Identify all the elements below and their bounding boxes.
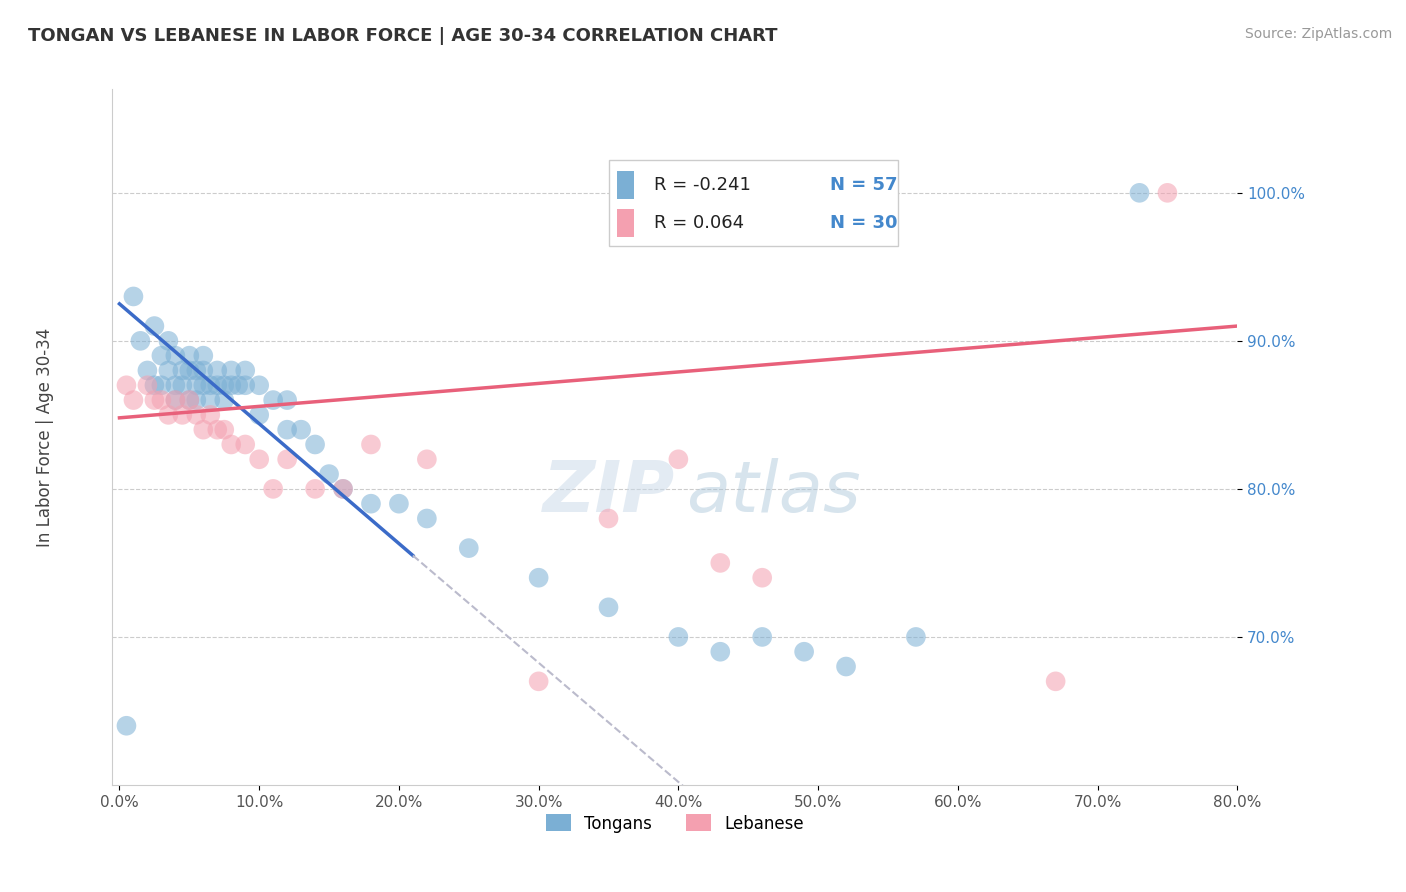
Point	[304, 437, 326, 451]
Point	[709, 645, 731, 659]
Point	[233, 437, 256, 451]
Point	[157, 334, 180, 348]
Point	[179, 393, 201, 408]
Point	[157, 408, 180, 422]
Point	[165, 393, 187, 408]
Point	[172, 408, 194, 422]
Point	[115, 719, 138, 733]
Point	[709, 556, 731, 570]
Point	[150, 393, 173, 408]
Point	[219, 437, 242, 451]
Point	[304, 482, 326, 496]
Point	[172, 363, 194, 377]
Text: TONGAN VS LEBANESE IN LABOR FORCE | AGE 30-34 CORRELATION CHART: TONGAN VS LEBANESE IN LABOR FORCE | AGE …	[28, 27, 778, 45]
Point	[835, 659, 858, 673]
Text: Source: ZipAtlas.com: Source: ZipAtlas.com	[1244, 27, 1392, 41]
Point	[136, 378, 159, 392]
Point	[165, 378, 187, 392]
Text: In Labor Force | Age 30-34: In Labor Force | Age 30-34	[37, 327, 53, 547]
Point	[115, 378, 138, 392]
Point	[219, 363, 242, 377]
Point	[200, 393, 222, 408]
Point	[186, 393, 208, 408]
Point	[150, 378, 173, 392]
Point	[457, 541, 479, 555]
Point	[416, 452, 439, 467]
Point	[179, 363, 201, 377]
Point	[193, 349, 215, 363]
Text: ZIP: ZIP	[543, 458, 675, 527]
Point	[247, 408, 270, 422]
Point	[233, 378, 256, 392]
Point	[416, 511, 439, 525]
Point	[360, 497, 382, 511]
Point	[527, 571, 550, 585]
Point	[122, 289, 145, 303]
Point	[247, 378, 270, 392]
Point	[262, 482, 284, 496]
Point	[200, 408, 222, 422]
Point	[179, 349, 201, 363]
Point	[290, 423, 312, 437]
Point	[143, 378, 166, 392]
Point	[598, 511, 620, 525]
Point	[751, 630, 773, 644]
Text: R = 0.064: R = 0.064	[654, 214, 744, 232]
Point	[793, 645, 815, 659]
Text: R = -0.241: R = -0.241	[654, 176, 751, 194]
Point	[904, 630, 927, 644]
Point	[143, 319, 166, 334]
Point	[207, 423, 229, 437]
Point	[276, 393, 298, 408]
Point	[193, 363, 215, 377]
Text: atlas: atlas	[686, 458, 860, 527]
Point	[207, 378, 229, 392]
Point	[186, 363, 208, 377]
Point	[186, 408, 208, 422]
Point	[214, 393, 236, 408]
Point	[276, 452, 298, 467]
Point	[179, 393, 201, 408]
Point	[226, 378, 249, 392]
Text: N = 57: N = 57	[830, 176, 897, 194]
Point	[751, 571, 773, 585]
Point	[276, 423, 298, 437]
Point	[122, 393, 145, 408]
Point	[172, 378, 194, 392]
Point	[360, 437, 382, 451]
Point	[247, 452, 270, 467]
Point	[136, 363, 159, 377]
Point	[598, 600, 620, 615]
Text: N = 30: N = 30	[830, 214, 897, 232]
Point	[200, 378, 222, 392]
Point	[219, 378, 242, 392]
Point	[186, 378, 208, 392]
Point	[1156, 186, 1178, 200]
Point	[150, 349, 173, 363]
Point	[214, 423, 236, 437]
Point	[1045, 674, 1067, 689]
Point	[165, 349, 187, 363]
Point	[666, 452, 689, 467]
Point	[193, 378, 215, 392]
Point	[388, 497, 411, 511]
Point	[129, 334, 152, 348]
Point	[214, 378, 236, 392]
Point	[157, 363, 180, 377]
Point	[332, 482, 354, 496]
Point	[233, 363, 256, 377]
Point	[193, 423, 215, 437]
Point	[1128, 186, 1150, 200]
Point	[262, 393, 284, 408]
Point	[527, 674, 550, 689]
Legend: Tongans, Lebanese: Tongans, Lebanese	[540, 808, 810, 839]
Point	[318, 467, 340, 481]
Point	[207, 363, 229, 377]
Point	[666, 630, 689, 644]
Point	[165, 393, 187, 408]
Point	[143, 393, 166, 408]
Point	[332, 482, 354, 496]
